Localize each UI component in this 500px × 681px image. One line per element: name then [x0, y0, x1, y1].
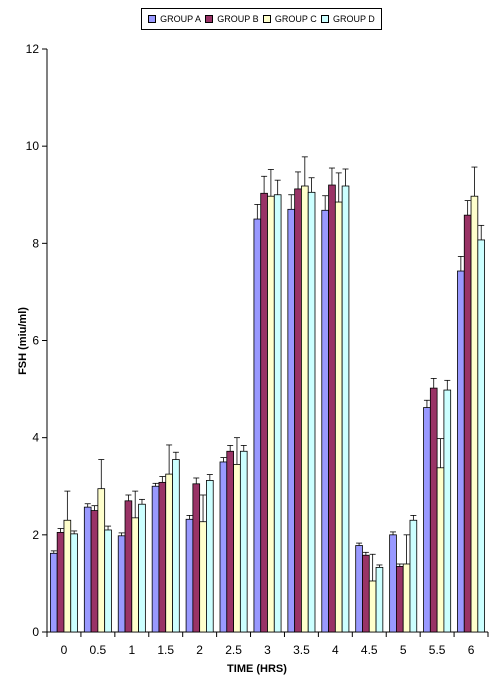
bar-group-d — [104, 529, 112, 633]
bar-group-c — [368, 580, 377, 633]
bar-group-c — [131, 517, 139, 633]
bar-group-c — [402, 563, 411, 633]
y-tick-label: 4 — [32, 431, 39, 445]
bar-group-a — [457, 270, 465, 633]
bar-group-c — [267, 195, 275, 633]
bar-group-b — [192, 483, 201, 633]
bar-group-b — [463, 214, 472, 633]
legend-label-group-c: GROUP C — [274, 14, 317, 24]
bar-group-a — [219, 461, 228, 633]
bar-group-c — [63, 519, 72, 633]
x-axis: 0 0.5 1 1.5 2 2.5 3 3.5 4 4.5 5 5.5 6 — [46, 631, 489, 657]
y-axis: 0 2 4 6 8 10 12 — [26, 42, 48, 639]
bar-group-b — [429, 387, 438, 633]
y-tick-label: 12 — [26, 42, 40, 56]
bar-group-b — [362, 554, 370, 633]
bar-group-b — [328, 184, 336, 633]
legend-item-group-a: GROUP A — [148, 14, 201, 24]
legend-item-group-c: GROUP C — [262, 14, 317, 24]
bar-group-d — [307, 191, 316, 633]
legend-swatch-group-d — [320, 15, 329, 23]
x-tick-label: 2 — [196, 643, 203, 657]
legend-label-group-d: GROUP D — [332, 14, 375, 24]
bar-group-c — [165, 473, 173, 633]
x-tick-label: 3 — [264, 643, 271, 657]
y-axis-title: FSH (miu/ml) — [17, 307, 29, 375]
bar-group-b — [294, 188, 302, 633]
bar-group-a — [321, 209, 329, 633]
bar-group-b — [90, 510, 99, 633]
x-tick-label: 4.5 — [361, 643, 378, 657]
bar-group-a — [117, 535, 126, 633]
y-tick-label: 10 — [26, 139, 40, 153]
bar-group-b — [56, 532, 65, 633]
bar-group-a — [355, 545, 363, 633]
bar-group-b — [396, 566, 404, 633]
bar-group-a — [151, 485, 160, 633]
bar-group-c — [436, 467, 445, 633]
bar-group-d — [138, 503, 146, 633]
legend-label-group-b: GROUP B — [217, 14, 259, 24]
x-tick-label: 3.5 — [293, 643, 310, 657]
bar-group-d — [375, 566, 384, 633]
x-tick-label: 5.5 — [429, 643, 446, 657]
x-tick-label: 6 — [468, 643, 475, 657]
x-tick-label: 0 — [61, 643, 68, 657]
bar-group-a — [423, 407, 431, 633]
bar-group-a — [49, 552, 58, 633]
x-tick-label: 1.5 — [157, 643, 174, 657]
bar-group-d — [443, 389, 452, 633]
bar-group-b — [260, 192, 268, 633]
bar-group-a — [253, 218, 262, 633]
legend-label-group-a: GROUP A — [160, 14, 201, 24]
bar-group-a — [185, 518, 194, 633]
bar-group-d — [341, 185, 350, 633]
legend-swatch-group-a — [148, 15, 157, 23]
legend-item-group-b: GROUP B — [205, 14, 259, 24]
bar-group-d — [409, 519, 418, 633]
bar-group-c — [470, 195, 479, 633]
legend: GROUP A GROUP B GROUP C GROUP D — [141, 8, 382, 30]
y-tick-label: 2 — [32, 528, 39, 542]
bar-group-b — [158, 481, 167, 633]
y-tick-label: 8 — [32, 236, 39, 250]
bar-group-c — [334, 201, 343, 633]
y-tick-label: 0 — [32, 625, 39, 639]
bar-group-d — [70, 533, 78, 633]
x-tick-label: 1 — [128, 643, 135, 657]
bar-group-b — [124, 500, 133, 633]
bar-group-b — [226, 450, 234, 633]
bar-group-d — [172, 459, 180, 633]
bar-group-d — [206, 480, 214, 633]
bar-group-d — [477, 239, 486, 633]
x-tick-label: 0.5 — [90, 643, 107, 657]
bar-group-a — [389, 534, 397, 633]
bar-group-d — [239, 450, 248, 633]
bar-group-a — [287, 208, 296, 633]
y-tick-label: 6 — [32, 334, 39, 348]
bar-group-c — [199, 521, 207, 633]
legend-item-group-d: GROUP D — [320, 14, 375, 24]
bar-group-d — [273, 194, 282, 633]
legend-swatch-group-b — [205, 15, 214, 23]
bar-group-c — [97, 488, 106, 633]
bar-group-c — [233, 463, 241, 633]
x-tick-label: 2.5 — [225, 643, 242, 657]
bar-group-c — [301, 185, 309, 633]
legend-swatch-group-c — [262, 15, 271, 23]
bar-group-a — [83, 506, 92, 633]
bars-group — [49, 156, 486, 633]
x-tick-label: 5 — [400, 643, 407, 657]
x-axis-title: TIME (HRS) — [227, 663, 287, 675]
x-tick-label: 4 — [332, 643, 339, 657]
